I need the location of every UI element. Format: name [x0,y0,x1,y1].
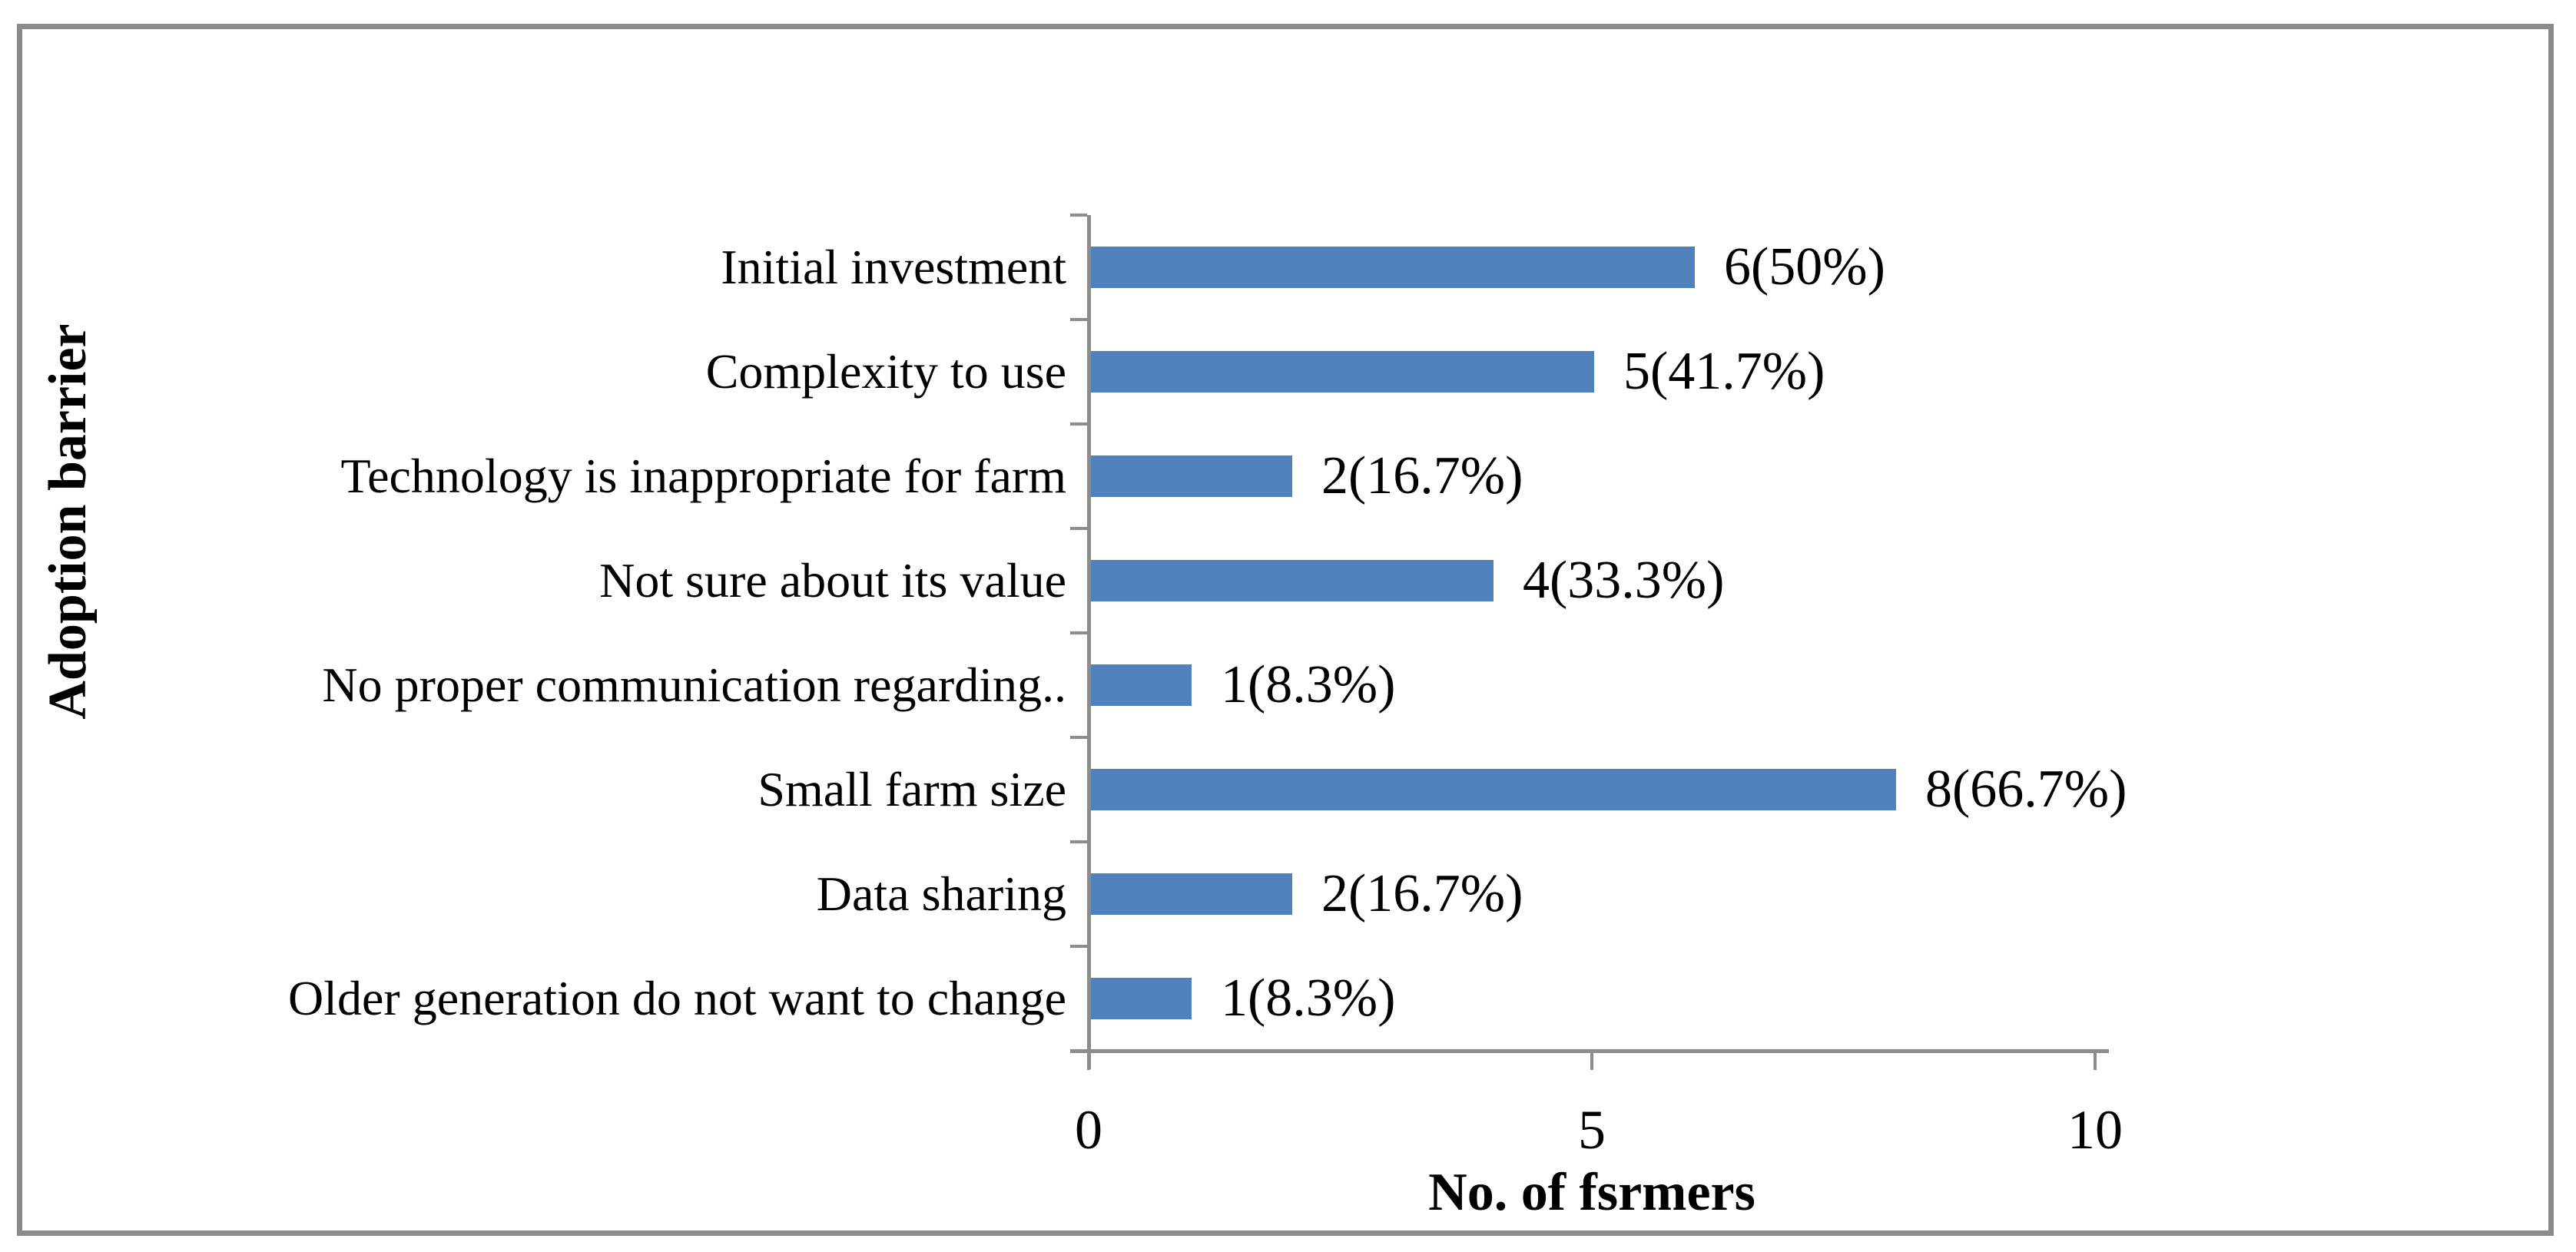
y-axis-tick [1070,1049,1087,1052]
bar [1091,351,1594,392]
category-label: Small farm size [758,762,1066,816]
y-axis-title: Adoption barrier [38,323,98,720]
y-axis-tick [1070,214,1087,217]
category-label: Complexity to use [705,344,1066,399]
x-tick-label: 5 [1578,1099,1606,1161]
data-label: 1(8.3%) [1221,655,1396,714]
bar [1091,978,1192,1019]
figure-border [17,24,2554,1236]
data-label: 4(33.3%) [1523,551,1725,610]
bar [1091,769,1896,810]
x-axis-tick [1087,1053,1090,1070]
bar [1091,560,1494,601]
x-axis-line [1070,1049,2109,1053]
data-label: 6(50%) [1724,237,1885,296]
bar [1091,455,1292,497]
y-axis-tick [1070,422,1087,426]
y-axis-tick [1070,318,1087,321]
y-axis-line [1087,215,1091,1069]
x-tick-label: 10 [2067,1099,2123,1161]
y-axis-tick [1070,631,1087,634]
x-axis-tick [1590,1053,1593,1070]
category-label: No proper communication regarding.. [322,657,1066,712]
data-label: 1(8.3%) [1221,969,1396,1028]
data-label: 8(66.7%) [1925,760,2127,819]
category-label: Technology is inappropriate for farm [340,449,1066,503]
bar [1091,873,1292,915]
x-axis-title: No. of fsrmers [1428,1163,1755,1222]
bar [1091,664,1192,706]
data-label: 2(16.7%) [1321,864,1523,923]
data-label: 2(16.7%) [1321,446,1523,505]
x-axis-tick [2094,1053,2097,1070]
y-axis-tick [1070,840,1087,843]
bar [1091,247,1695,288]
category-label: Data sharing [816,866,1066,921]
category-label: Initial investment [721,240,1066,294]
y-axis-tick [1070,945,1087,948]
data-label: 5(41.7%) [1623,342,1825,401]
y-axis-tick [1070,527,1087,530]
x-tick-label: 0 [1075,1099,1102,1161]
y-axis-tick [1070,736,1087,739]
category-label: Not sure about its value [599,553,1066,608]
category-label: Older generation do not want to change [288,971,1066,1025]
